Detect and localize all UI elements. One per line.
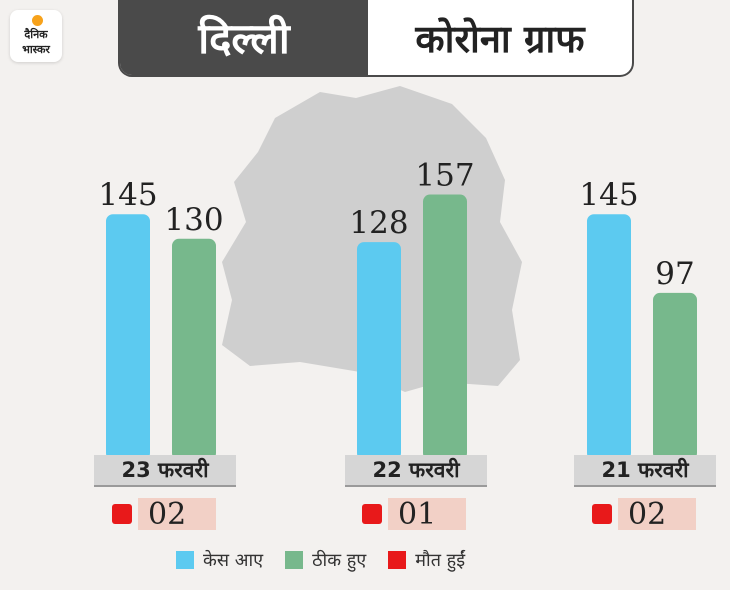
data-label-recovered-2: 97 <box>655 256 694 292</box>
sun-icon <box>32 15 43 26</box>
legend-label-recovered: ठीक हुए <box>312 550 367 571</box>
death-marker-icon <box>592 504 612 524</box>
data-label-cases-0: 145 <box>98 177 157 213</box>
data-label-cases-1: 128 <box>349 205 408 241</box>
legend-item-cases: केस आए <box>176 548 263 572</box>
legend-item-deaths: मौत हुईं <box>388 548 465 572</box>
logo-line-2: भास्कर <box>22 43 50 56</box>
bar-recovered-2 <box>653 292 697 460</box>
deaths-badge-2: 02 <box>592 497 696 532</box>
dainik-bhaskar-logo: दैनिक भास्कर <box>10 10 62 62</box>
deaths-value-1: 01 <box>388 497 466 532</box>
bar-recovered-0 <box>172 238 216 460</box>
logo-line-1: दैनिक <box>24 28 48 41</box>
city-title: दिल्ली <box>120 0 368 75</box>
bar-cases-0 <box>106 214 150 460</box>
data-label-cases-2: 145 <box>579 177 638 213</box>
legend-label-deaths: मौत हुईं <box>415 550 466 571</box>
data-label-recovered-1: 157 <box>415 158 474 194</box>
legend-swatch-cases <box>176 551 194 569</box>
chart-title: कोरोना ग्राफ <box>415 16 585 61</box>
date-label-1: 22 फरवरी <box>345 455 487 487</box>
header-banner: दिल्ली कोरोना ग्राफ <box>118 0 634 77</box>
bar-recovered-1 <box>423 194 467 460</box>
date-label-2: 21 फरवरी <box>574 455 716 487</box>
deaths-value-2: 02 <box>618 497 696 532</box>
legend-item-recovered: ठीक हुए <box>285 548 366 572</box>
legend: केस आए ठीक हुए मौत हुईं <box>176 548 465 572</box>
deaths-badge-0: 02 <box>112 497 216 532</box>
legend-swatch-deaths <box>388 551 407 569</box>
death-marker-icon <box>112 504 132 524</box>
bar-cases-1 <box>357 242 401 460</box>
date-label-0: 23 फरवरी <box>94 455 236 487</box>
death-marker-icon <box>362 504 382 524</box>
data-label-recovered-0: 130 <box>164 202 223 238</box>
deaths-badge-1: 01 <box>362 497 466 532</box>
legend-swatch-recovered <box>285 551 304 569</box>
bar-cases-2 <box>587 214 631 460</box>
legend-label-cases: केस आए <box>203 550 264 571</box>
deaths-value-0: 02 <box>138 497 216 532</box>
